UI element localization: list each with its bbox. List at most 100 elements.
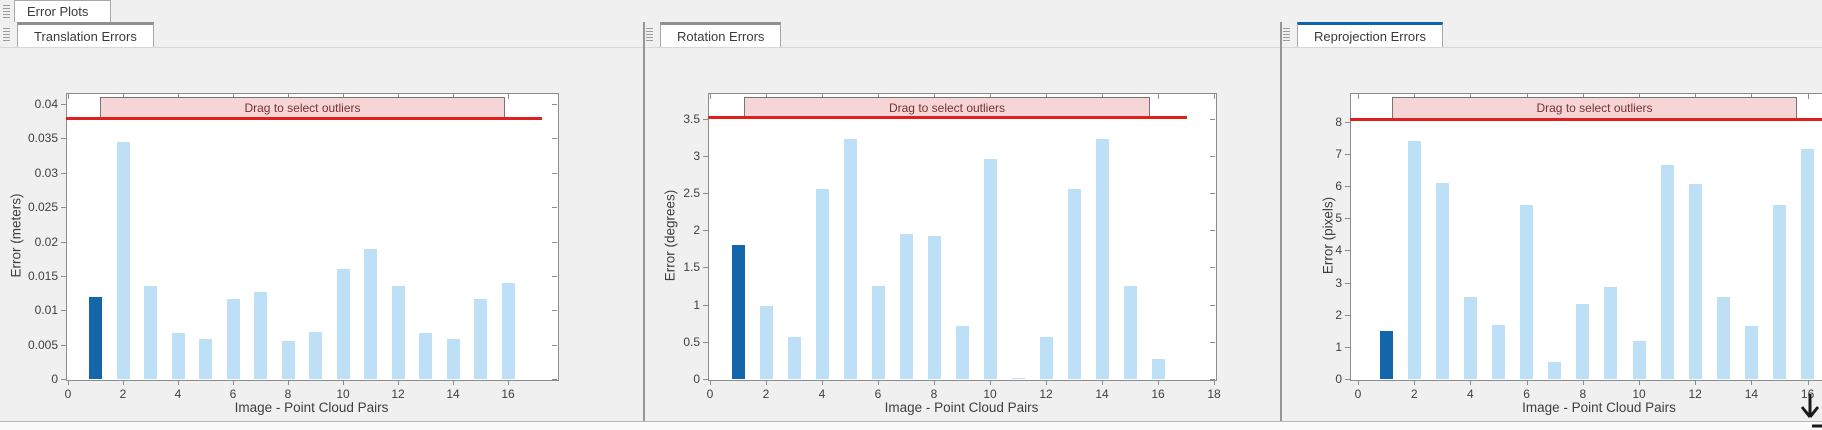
drag-grip-icon[interactable] xyxy=(1283,28,1290,41)
error-bar[interactable] xyxy=(309,332,322,379)
x-tick-mark-top xyxy=(934,94,935,99)
tab-error-plots[interactable]: Error Plots xyxy=(14,0,112,22)
error-bar[interactable] xyxy=(89,296,102,379)
error-bar[interactable] xyxy=(1492,325,1505,379)
error-bar[interactable] xyxy=(787,336,801,379)
y-tick-mark xyxy=(703,118,708,120)
error-bar[interactable] xyxy=(731,245,745,379)
y-tick-mark xyxy=(61,275,66,277)
error-bar[interactable] xyxy=(1548,362,1562,379)
error-bar[interactable] xyxy=(1379,330,1393,379)
error-bar[interactable] xyxy=(1463,297,1477,379)
error-bar[interactable] xyxy=(199,339,212,379)
y-tick-mark xyxy=(1345,314,1350,316)
y-tick-mark xyxy=(703,379,708,380)
y-tick-label: 0 xyxy=(51,372,58,386)
error-bar[interactable] xyxy=(1435,182,1449,379)
tab-label: Reprojection Errors xyxy=(1314,28,1426,44)
x-tick-mark xyxy=(1582,380,1584,385)
y-tick-label: 0 xyxy=(693,372,700,386)
error-bar[interactable] xyxy=(1123,286,1137,379)
x-tick-mark-top xyxy=(1526,94,1528,99)
tab-translation-errors[interactable]: Translation Errors xyxy=(17,22,154,47)
error-bar[interactable] xyxy=(171,332,185,379)
y-tick-mark xyxy=(61,104,66,105)
error-bar[interactable] xyxy=(1744,325,1758,379)
drag-grip-icon[interactable] xyxy=(3,28,10,41)
error-bar[interactable] xyxy=(1520,204,1534,379)
y-tick-mark xyxy=(61,172,66,174)
threshold-line xyxy=(708,116,1187,120)
outlier-selection-band[interactable]: Drag to select outliers xyxy=(100,97,505,119)
error-bar[interactable] xyxy=(843,138,857,379)
error-bar[interactable] xyxy=(1067,188,1081,379)
x-tick-label: 14 xyxy=(446,387,460,401)
y-tick-mark xyxy=(703,304,708,306)
x-tick-label: 10 xyxy=(1632,387,1646,401)
y-axis-label: Error (pixels) xyxy=(1320,196,1336,275)
error-bar[interactable] xyxy=(1716,297,1730,379)
error-bar[interactable] xyxy=(1801,149,1815,379)
error-bar[interactable] xyxy=(144,285,157,379)
error-bar[interactable] xyxy=(1407,141,1421,379)
error-bar[interactable] xyxy=(281,340,295,379)
error-bar[interactable] xyxy=(1151,358,1165,379)
x-tick-label: 16 xyxy=(501,387,515,401)
error-bar[interactable] xyxy=(446,339,460,379)
error-bar[interactable] xyxy=(364,249,377,379)
error-bar[interactable] xyxy=(955,326,969,379)
y-tick-label: 0.04 xyxy=(34,97,58,111)
error-bar[interactable] xyxy=(391,285,405,379)
error-bar[interactable] xyxy=(1604,287,1618,379)
error-bar[interactable] xyxy=(815,188,829,379)
panel-strip-reprojection: Reprojection Errors xyxy=(1280,22,1822,48)
tab-reprojection-errors[interactable]: Reprojection Errors xyxy=(1297,22,1443,47)
error-bar[interactable] xyxy=(1039,337,1053,379)
error-bar[interactable] xyxy=(226,298,240,379)
y-tick-label: 1.5 xyxy=(683,260,700,275)
y-tick-mark xyxy=(703,155,708,157)
panel-divider[interactable] xyxy=(643,22,645,421)
y-tick-mark xyxy=(1345,154,1350,156)
error-bar[interactable] xyxy=(983,158,997,379)
error-bar[interactable] xyxy=(254,291,267,379)
drag-grip-icon[interactable] xyxy=(646,28,653,41)
y-tick-mark-right xyxy=(1210,379,1215,380)
error-bar[interactable] xyxy=(501,282,515,379)
y-axis-label: Error (degrees) xyxy=(662,189,678,282)
y-tick-mark-right xyxy=(1210,193,1215,195)
x-tick-label: 16 xyxy=(1151,387,1165,401)
x-tick-mark xyxy=(1414,380,1416,385)
error-bar[interactable] xyxy=(1011,377,1025,379)
error-bar[interactable] xyxy=(759,306,773,379)
x-tick-mark-top xyxy=(1046,94,1047,99)
y-tick-mark xyxy=(1345,186,1350,188)
error-bar[interactable] xyxy=(1576,304,1590,379)
drag-grip-icon[interactable] xyxy=(3,4,10,18)
error-bar[interactable] xyxy=(899,233,913,379)
error-bar[interactable] xyxy=(1095,139,1109,379)
error-bar[interactable] xyxy=(871,286,885,379)
error-bar[interactable] xyxy=(1688,183,1702,379)
error-bar[interactable] xyxy=(1632,341,1646,379)
outlier-selection-band[interactable]: Drag to select outliers xyxy=(744,97,1150,119)
y-tick-mark-right xyxy=(552,241,557,243)
x-tick-mark xyxy=(178,380,179,385)
outlier-selection-band[interactable]: Drag to select outliers xyxy=(1392,97,1797,120)
tab-rotation-errors[interactable]: Rotation Errors xyxy=(660,22,782,47)
error-bar[interactable] xyxy=(1773,204,1786,379)
error-bar[interactable] xyxy=(1660,164,1674,379)
x-tick-label: 8 xyxy=(930,387,938,401)
x-tick-mark-top xyxy=(1470,94,1472,99)
error-bar[interactable] xyxy=(474,298,487,379)
y-tick-label: 2 xyxy=(693,223,700,238)
error-bar[interactable] xyxy=(116,141,130,379)
y-tick-label: 2.5 xyxy=(683,186,700,201)
panel-divider[interactable] xyxy=(1280,22,1282,421)
x-tick-mark xyxy=(990,380,991,385)
error-bar[interactable] xyxy=(419,332,432,379)
error-bar[interactable] xyxy=(927,236,941,379)
bottom-strip xyxy=(0,422,1822,430)
error-bar[interactable] xyxy=(336,269,350,379)
